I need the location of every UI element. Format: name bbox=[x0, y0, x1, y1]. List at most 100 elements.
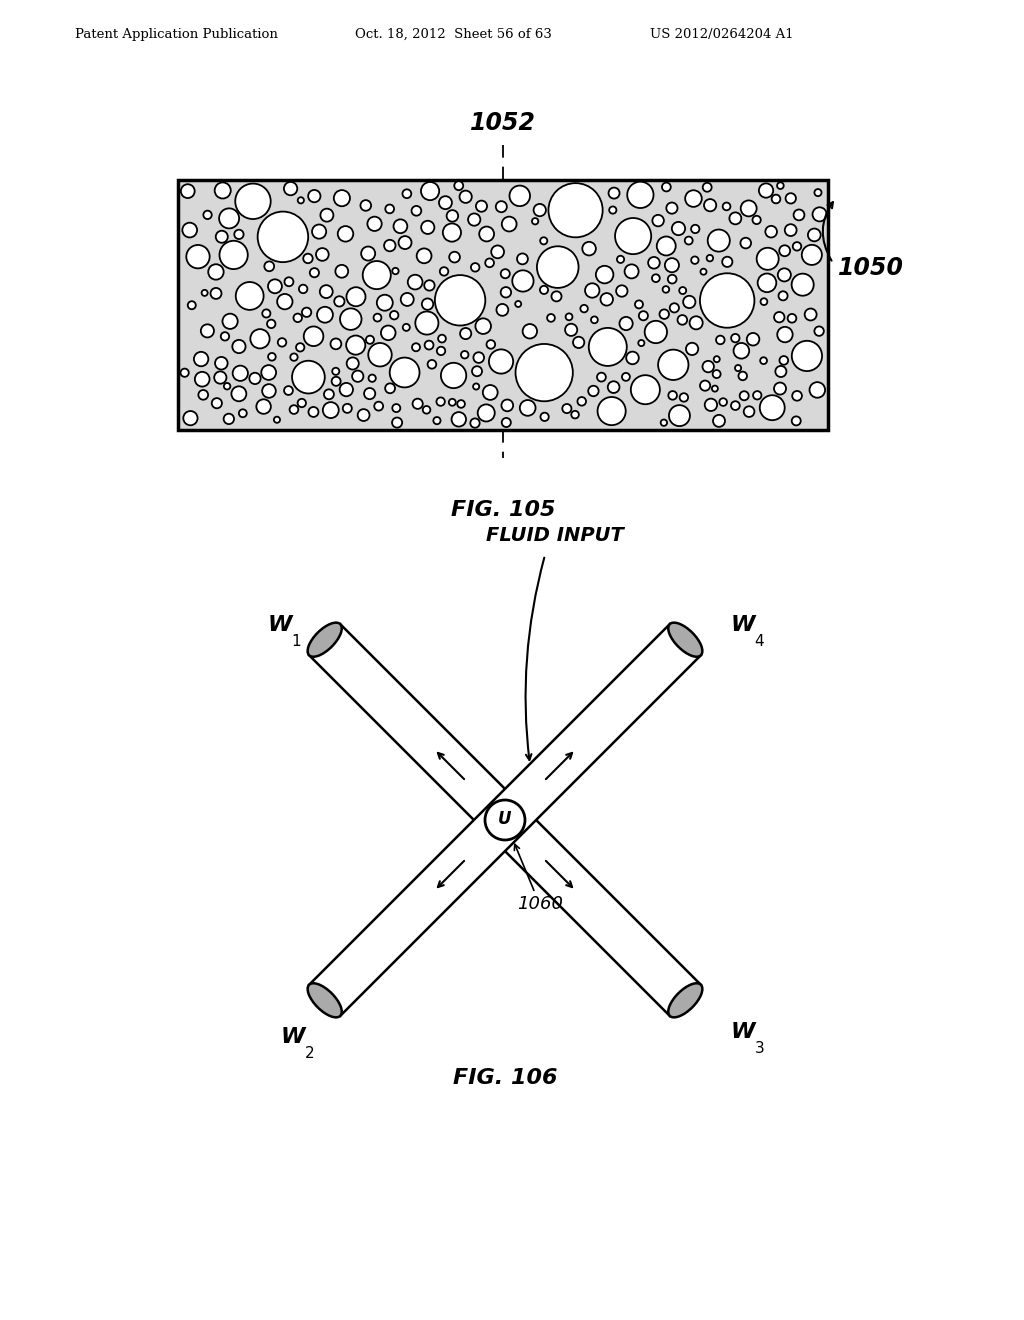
Circle shape bbox=[779, 246, 791, 256]
Circle shape bbox=[224, 383, 230, 389]
Circle shape bbox=[702, 360, 714, 372]
Circle shape bbox=[222, 314, 238, 329]
Circle shape bbox=[316, 248, 329, 261]
Circle shape bbox=[423, 407, 430, 413]
Circle shape bbox=[180, 368, 188, 376]
Circle shape bbox=[537, 247, 579, 288]
Circle shape bbox=[700, 269, 707, 275]
Circle shape bbox=[428, 360, 436, 368]
Circle shape bbox=[758, 273, 776, 292]
Circle shape bbox=[522, 323, 537, 338]
Circle shape bbox=[733, 343, 750, 359]
Circle shape bbox=[236, 183, 270, 219]
Circle shape bbox=[385, 383, 395, 393]
Circle shape bbox=[452, 412, 466, 426]
Circle shape bbox=[365, 388, 375, 399]
Circle shape bbox=[645, 321, 667, 343]
Circle shape bbox=[433, 417, 440, 424]
Circle shape bbox=[485, 259, 494, 267]
Circle shape bbox=[369, 375, 376, 381]
Circle shape bbox=[475, 318, 490, 334]
Circle shape bbox=[390, 358, 420, 387]
Circle shape bbox=[772, 194, 780, 203]
Circle shape bbox=[334, 190, 350, 206]
Circle shape bbox=[412, 343, 420, 351]
Circle shape bbox=[757, 248, 778, 269]
Circle shape bbox=[461, 351, 468, 359]
Circle shape bbox=[294, 314, 302, 322]
Circle shape bbox=[361, 247, 375, 260]
Circle shape bbox=[374, 401, 383, 411]
Circle shape bbox=[450, 252, 460, 263]
Circle shape bbox=[691, 256, 698, 264]
Circle shape bbox=[186, 246, 210, 268]
Circle shape bbox=[393, 219, 408, 234]
Circle shape bbox=[600, 293, 613, 306]
Circle shape bbox=[215, 356, 227, 370]
Circle shape bbox=[298, 197, 304, 203]
Polygon shape bbox=[309, 624, 700, 1016]
Text: Oct. 18, 2012  Sheet 56 of 63: Oct. 18, 2012 Sheet 56 of 63 bbox=[355, 28, 552, 41]
Circle shape bbox=[520, 400, 536, 416]
Text: FLUID INPUT: FLUID INPUT bbox=[486, 525, 624, 545]
Circle shape bbox=[648, 257, 659, 268]
Circle shape bbox=[479, 227, 494, 242]
Circle shape bbox=[581, 305, 588, 313]
Circle shape bbox=[278, 294, 293, 309]
Circle shape bbox=[531, 218, 539, 224]
Circle shape bbox=[810, 381, 825, 397]
Bar bbox=[178, 180, 828, 430]
Circle shape bbox=[332, 376, 341, 385]
Circle shape bbox=[712, 385, 718, 392]
Circle shape bbox=[735, 364, 741, 371]
Circle shape bbox=[652, 215, 664, 226]
Circle shape bbox=[412, 206, 421, 215]
Circle shape bbox=[739, 391, 749, 400]
Circle shape bbox=[219, 240, 248, 269]
Circle shape bbox=[477, 404, 495, 421]
Circle shape bbox=[812, 207, 826, 222]
Circle shape bbox=[670, 304, 679, 313]
Circle shape bbox=[635, 301, 643, 309]
Circle shape bbox=[515, 301, 521, 308]
Circle shape bbox=[236, 282, 263, 310]
Circle shape bbox=[273, 417, 280, 422]
Circle shape bbox=[512, 271, 534, 292]
Circle shape bbox=[264, 261, 274, 271]
Circle shape bbox=[482, 385, 498, 400]
Circle shape bbox=[740, 238, 751, 248]
Circle shape bbox=[455, 181, 463, 190]
Circle shape bbox=[774, 312, 784, 322]
Circle shape bbox=[700, 273, 755, 327]
Circle shape bbox=[187, 301, 196, 309]
Circle shape bbox=[597, 372, 606, 381]
Text: U: U bbox=[499, 810, 512, 828]
Circle shape bbox=[473, 383, 479, 389]
Circle shape bbox=[199, 389, 208, 400]
Circle shape bbox=[368, 216, 382, 231]
Circle shape bbox=[211, 288, 221, 298]
Circle shape bbox=[468, 214, 480, 226]
Text: FIG. 106: FIG. 106 bbox=[453, 1068, 557, 1088]
Circle shape bbox=[501, 286, 511, 297]
Polygon shape bbox=[309, 624, 700, 1016]
Circle shape bbox=[615, 218, 651, 255]
Circle shape bbox=[729, 213, 741, 224]
Circle shape bbox=[652, 275, 659, 282]
Circle shape bbox=[703, 199, 716, 211]
Circle shape bbox=[787, 314, 797, 322]
Circle shape bbox=[471, 263, 479, 272]
Circle shape bbox=[515, 345, 572, 401]
Circle shape bbox=[347, 358, 358, 370]
Circle shape bbox=[437, 347, 445, 355]
Circle shape bbox=[656, 236, 676, 256]
Circle shape bbox=[628, 182, 653, 209]
Circle shape bbox=[549, 183, 603, 238]
Circle shape bbox=[669, 405, 690, 426]
Circle shape bbox=[622, 374, 630, 381]
Circle shape bbox=[779, 356, 788, 364]
Circle shape bbox=[319, 285, 333, 298]
Circle shape bbox=[221, 333, 229, 341]
Circle shape bbox=[194, 352, 208, 366]
Circle shape bbox=[290, 405, 298, 414]
